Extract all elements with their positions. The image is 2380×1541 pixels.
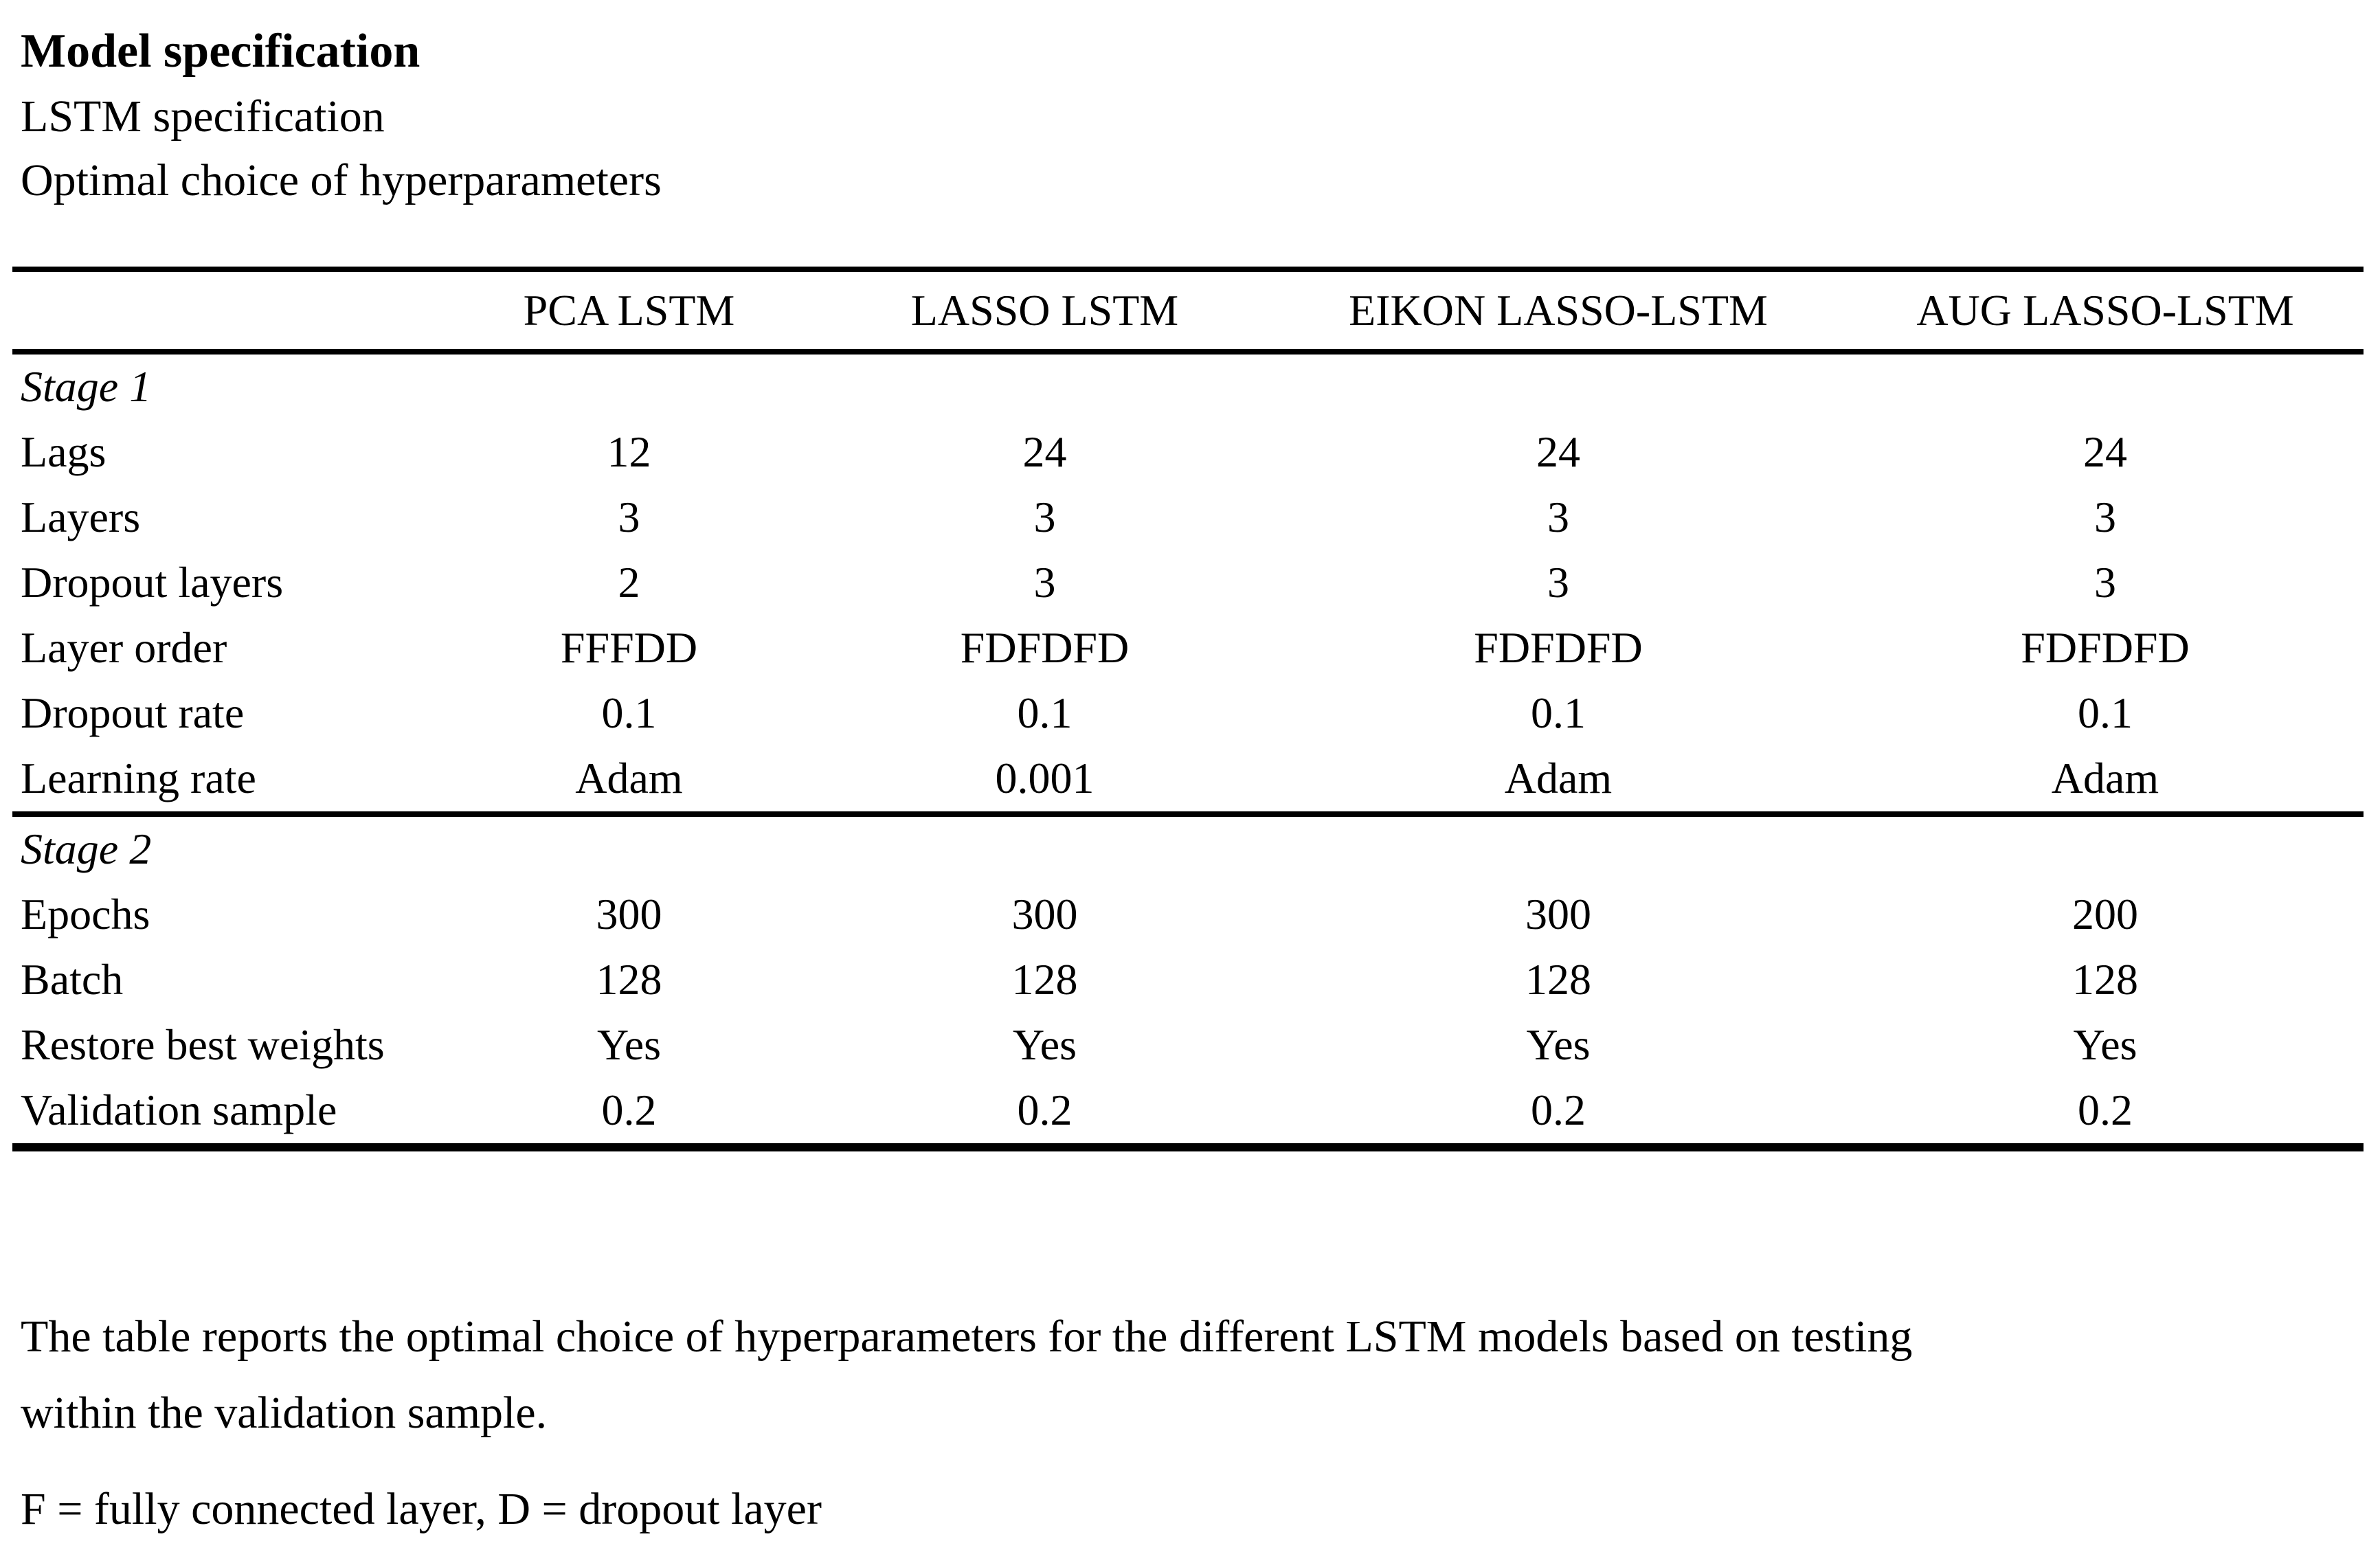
cell-learning-rate-lasso: 0.001 bbox=[820, 745, 1270, 817]
row-label-layers: Layers bbox=[21, 493, 141, 542]
cell-layers-aug: 3 bbox=[2094, 493, 2116, 542]
column-header-empty bbox=[12, 269, 438, 355]
cell-dropout-rate-pca: 0.1 bbox=[601, 688, 657, 738]
column-header-lasso-lstm: LASSO LSTM bbox=[820, 269, 1270, 355]
subtitle-lstm-specification: LSTM specification bbox=[21, 91, 385, 142]
caption-text-line-1: The table reports the optimal choice of … bbox=[21, 1311, 1913, 1362]
cell-layers-pca: 3 bbox=[618, 493, 640, 542]
cell-dropout-layers-eikon: 3 bbox=[1547, 558, 1569, 607]
cell-restore-best-weights-lasso: Yes bbox=[1012, 1020, 1077, 1070]
cell-validation-sample-pca: 0.2 bbox=[438, 1077, 820, 1151]
cell-layer-order-pca: FFFDD bbox=[560, 623, 698, 673]
cell-validation-sample-eikon: 0.2 bbox=[1270, 1077, 1847, 1151]
cell-lags-eikon: 24 bbox=[1536, 427, 1580, 477]
cell-validation-sample-aug: 0.2 bbox=[1847, 1077, 2364, 1151]
table-row-lags: Lags 12 24 24 24 bbox=[12, 420, 2364, 485]
section-row-stage-2: Stage 2 bbox=[12, 814, 2364, 882]
table-row-learning-rate: Learning rate Adam 0.001 Adam Adam bbox=[12, 745, 2364, 817]
cell-dropout-layers-lasso: 3 bbox=[1033, 558, 1056, 607]
column-header-eikon-lasso-lstm: EIKON LASSO-LSTM bbox=[1270, 269, 1847, 355]
cell-layers-lasso: 3 bbox=[1033, 493, 1056, 542]
row-label-validation-sample: Validation sample bbox=[12, 1077, 438, 1151]
cell-restore-best-weights-aug: Yes bbox=[2073, 1020, 2137, 1070]
cell-epochs-pca: 300 bbox=[596, 890, 662, 939]
table-row-batch: Batch 128 128 128 128 bbox=[12, 947, 2364, 1013]
cell-dropout-layers-aug: 3 bbox=[2094, 558, 2116, 607]
cell-learning-rate-eikon: Adam bbox=[1270, 745, 1847, 817]
cell-epochs-eikon: 300 bbox=[1525, 890, 1591, 939]
section-label-stage-2: Stage 2 bbox=[21, 824, 152, 874]
section-row-stage-1: Stage 1 bbox=[12, 352, 2364, 420]
row-label-restore-best-weights: Restore best weights bbox=[21, 1020, 385, 1070]
cell-epochs-aug: 200 bbox=[2072, 890, 2138, 939]
subtitle-optimal-hyperparameters: Optimal choice of hyperparameters bbox=[21, 155, 662, 206]
table-row-layers: Layers 3 3 3 3 bbox=[12, 485, 2364, 550]
table-row-restore-best-weights: Restore best weights Yes Yes Yes Yes bbox=[12, 1013, 2364, 1078]
row-label-learning-rate: Learning rate bbox=[12, 745, 438, 817]
cell-layer-order-aug: FDFDFD bbox=[2021, 623, 2190, 673]
cell-lags-pca: 12 bbox=[607, 427, 651, 477]
table-row-dropout-layers: Dropout layers 2 3 3 3 bbox=[12, 550, 2364, 616]
page-title: Model specification bbox=[21, 25, 420, 78]
cell-layer-order-lasso: FDFDFD bbox=[960, 623, 1130, 673]
row-label-dropout-layers: Dropout layers bbox=[21, 558, 284, 607]
cell-learning-rate-aug: Adam bbox=[1847, 745, 2364, 817]
cell-lags-lasso: 24 bbox=[1022, 427, 1067, 477]
cell-batch-pca: 128 bbox=[596, 955, 662, 1004]
cell-restore-best-weights-eikon: Yes bbox=[1526, 1020, 1591, 1070]
table-header-row: PCA LSTM LASSO LSTM EIKON LASSO-LSTM AUG… bbox=[12, 269, 2364, 355]
cell-lags-aug: 24 bbox=[2083, 427, 2127, 477]
cell-layer-order-eikon: FDFDFD bbox=[1474, 623, 1643, 673]
table-row-layer-order: Layer order FFFDD FDFDFD FDFDFD FDFDFD bbox=[12, 616, 2364, 681]
cell-batch-aug: 128 bbox=[2072, 955, 2138, 1004]
cell-epochs-lasso: 300 bbox=[1011, 890, 1078, 939]
table-row-epochs: Epochs 300 300 300 200 bbox=[12, 882, 2364, 947]
cell-learning-rate-pca: Adam bbox=[438, 745, 820, 817]
cell-dropout-rate-eikon: 0.1 bbox=[1531, 688, 1586, 738]
row-label-batch: Batch bbox=[21, 955, 124, 1004]
cell-validation-sample-lasso: 0.2 bbox=[820, 1077, 1270, 1151]
table-notes: The table reports the optimal choice of … bbox=[21, 1299, 2380, 1541]
column-header-pca-lstm: PCA LSTM bbox=[438, 269, 820, 355]
table-row-dropout-rate: Dropout rate 0.1 0.1 0.1 0.1 bbox=[12, 681, 2364, 746]
column-header-aug-lasso-lstm: AUG LASSO-LSTM bbox=[1847, 269, 2364, 355]
layer-legend-text: F = fully connected layer, D = dropout l… bbox=[21, 1483, 822, 1534]
caption-text-line-2: within the validation sample. bbox=[21, 1387, 548, 1438]
cell-dropout-rate-lasso: 0.1 bbox=[1017, 688, 1073, 738]
row-label-dropout-rate: Dropout rate bbox=[21, 688, 245, 738]
table-row-validation-sample: Validation sample 0.2 0.2 0.2 0.2 bbox=[12, 1077, 2364, 1151]
hyperparameter-table: PCA LSTM LASSO LSTM EIKON LASSO-LSTM AUG… bbox=[12, 266, 2364, 1151]
cell-layers-eikon: 3 bbox=[1547, 493, 1569, 542]
row-label-lags: Lags bbox=[21, 427, 106, 477]
row-label-epochs: Epochs bbox=[21, 890, 150, 939]
cell-restore-best-weights-pca: Yes bbox=[596, 1020, 662, 1070]
section-label-stage-1: Stage 1 bbox=[21, 362, 152, 412]
heading-block: Model specification LSTM specification O… bbox=[21, 19, 2380, 213]
cell-batch-lasso: 128 bbox=[1011, 955, 1078, 1004]
row-label-layer-order: Layer order bbox=[21, 623, 227, 673]
cell-dropout-rate-aug: 0.1 bbox=[2078, 688, 2133, 738]
cell-dropout-layers-pca: 2 bbox=[618, 558, 640, 607]
cell-batch-eikon: 128 bbox=[1525, 955, 1591, 1004]
